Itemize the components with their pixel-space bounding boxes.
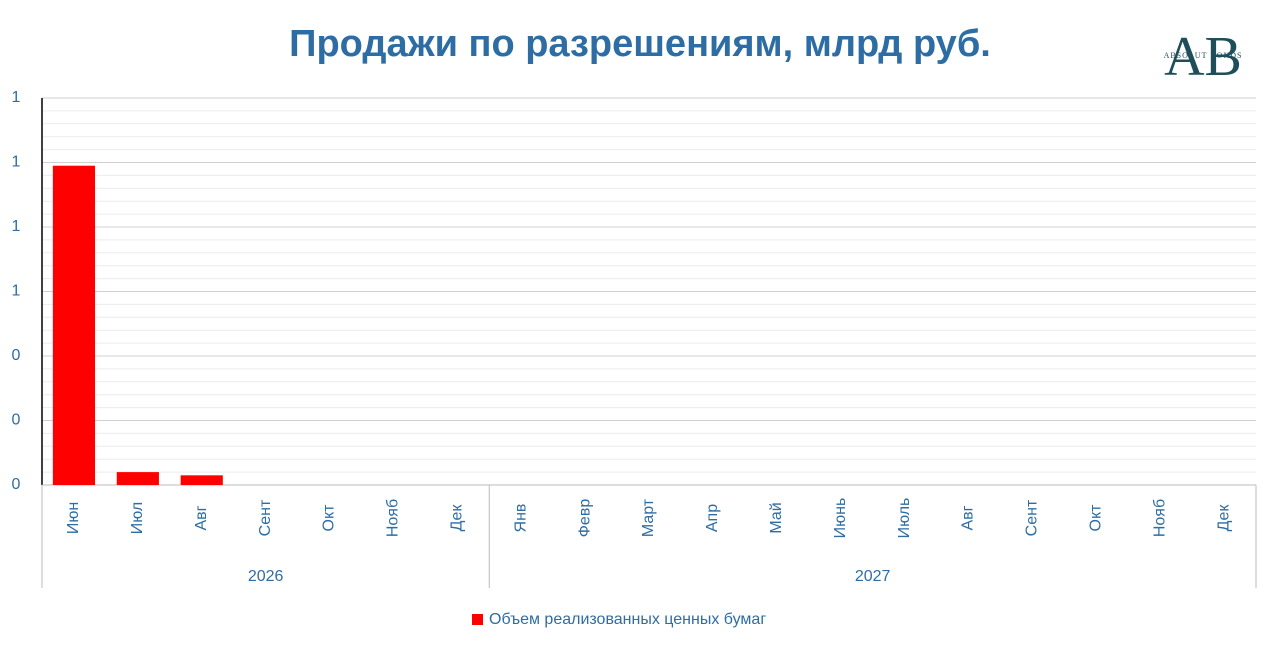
x-tick-label: Нояб xyxy=(385,499,402,537)
x-tick-label: Дек xyxy=(1215,504,1232,532)
logo-mark: AB xyxy=(1164,26,1242,88)
bar xyxy=(116,472,159,485)
y-tick-label: 0 xyxy=(12,347,21,364)
x-tick-label: Апр xyxy=(704,504,721,532)
group-label: 2027 xyxy=(855,568,891,585)
group-label: 2026 xyxy=(248,568,284,585)
x-tick-label: Окт xyxy=(321,504,338,532)
bar xyxy=(180,475,223,485)
x-tick-label: Май xyxy=(768,502,785,533)
x-tick-label: Янв xyxy=(512,504,529,533)
y-tick-label: 0 xyxy=(12,476,21,493)
chart-title: Продажи по разрешениям, млрд руб. xyxy=(289,23,991,65)
x-tick-label: Июл xyxy=(129,502,146,534)
x-tick-label: Сент xyxy=(257,499,274,536)
x-tick-label: Июнь xyxy=(832,498,849,539)
x-tick-label: Сент xyxy=(1024,499,1041,536)
x-tick-label: Дек xyxy=(449,504,466,532)
x-tick-label: Июн xyxy=(65,502,82,534)
bar xyxy=(52,165,96,485)
x-tick-label: Окт xyxy=(1087,504,1104,532)
x-tick-label: Авг xyxy=(193,505,210,530)
y-tick-label: 1 xyxy=(12,154,21,171)
x-tick-label: Июль xyxy=(896,498,913,539)
x-tick-label: Авг xyxy=(960,505,977,530)
x-tick-label: Февр xyxy=(576,499,593,538)
legend-label: Объем реализованных ценных бумаг xyxy=(489,611,766,628)
logo-text: ABSOLUT BONDS xyxy=(1164,51,1243,60)
y-tick-label: 1 xyxy=(12,89,21,106)
legend-swatch xyxy=(472,614,483,625)
y-tick-label: 1 xyxy=(12,283,21,300)
x-tick-label: Март xyxy=(640,498,657,537)
y-tick-label: 0 xyxy=(12,412,21,429)
y-tick-label: 1 xyxy=(12,218,21,235)
x-tick-label: Нояб xyxy=(1151,499,1168,537)
